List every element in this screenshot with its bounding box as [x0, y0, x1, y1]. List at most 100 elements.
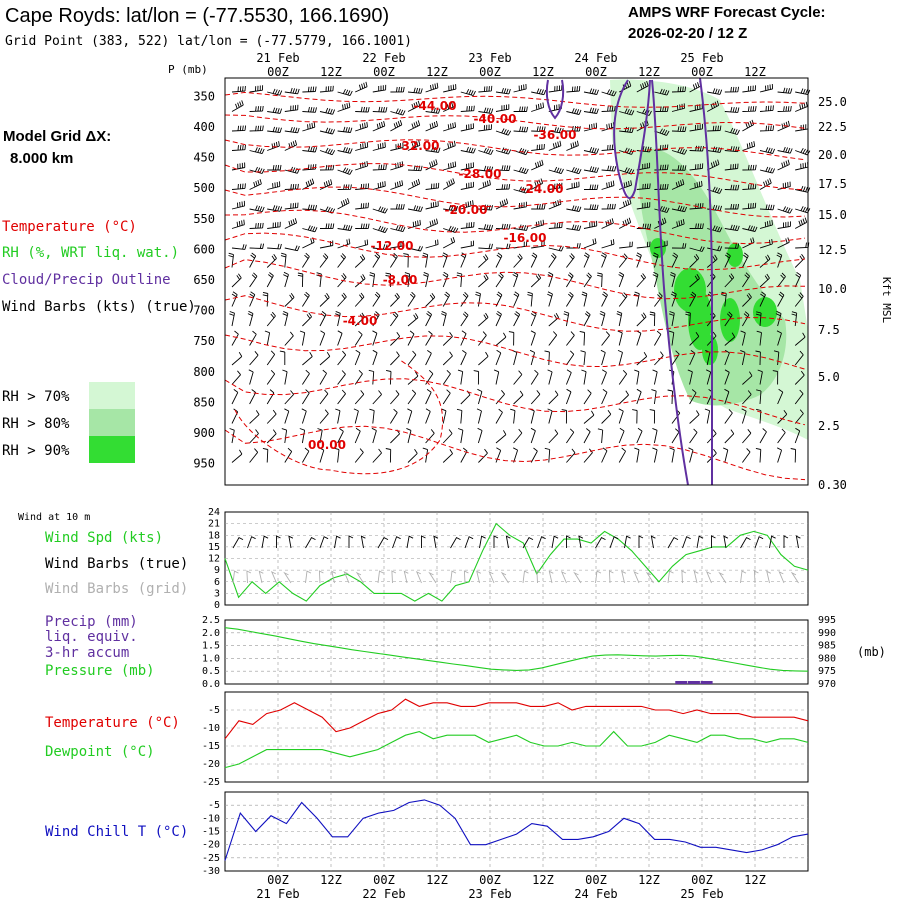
wind-barb-true [392, 536, 401, 549]
wind-barb [530, 427, 536, 444]
wind-barb [527, 291, 533, 307]
wind-barb [319, 351, 331, 366]
panel-tick-label: 15 [208, 542, 220, 553]
panel-tick-label: 0 [214, 600, 220, 611]
bottom-hour-label: 00Z [585, 873, 607, 887]
wind-barb [443, 84, 457, 93]
wind-barb [231, 370, 241, 385]
wind-barb-true [360, 535, 366, 549]
wind-barb [548, 140, 562, 151]
wind-barb [566, 108, 582, 115]
wind-barb [407, 178, 421, 190]
wind-barb [601, 89, 617, 97]
wind-barb-true [377, 537, 389, 549]
panel-tick-label: 2.0 [202, 628, 220, 639]
bottom-date-label: 21 Feb [256, 887, 299, 900]
wind-barb [618, 427, 625, 444]
wind-barb [669, 447, 675, 463]
wind-barb [548, 182, 563, 190]
pressure-tick-label: 800 [193, 365, 215, 379]
wind-barb [794, 389, 804, 405]
wind-barb [478, 124, 492, 132]
wind-barb [561, 409, 568, 424]
wind-barb-true [795, 535, 801, 549]
wind-barb-true [505, 535, 511, 549]
wind-barb [249, 351, 259, 366]
wind-barb [407, 330, 415, 346]
wind-barb [685, 311, 691, 327]
temperature-contour [224, 295, 806, 332]
wind-barb [443, 122, 457, 132]
temperature-contour [224, 186, 806, 218]
wind-barb [495, 147, 512, 155]
wind-barb [689, 254, 700, 268]
panel-tick-label: -15 [202, 827, 220, 838]
wind-barb [689, 123, 703, 132]
wind-barb [478, 85, 493, 93]
wind-barb [616, 310, 623, 327]
wind-barb [231, 125, 247, 132]
wind-barb [495, 349, 502, 366]
wind-barb [795, 185, 811, 193]
wind-barb [600, 349, 606, 366]
wind-barb-grid [740, 570, 747, 584]
temperature-contour [224, 209, 806, 245]
wind-barb [724, 369, 730, 385]
wind-barb [266, 311, 276, 327]
wind-barb [513, 253, 523, 268]
wind-barb [442, 351, 453, 366]
wind-barb [354, 330, 363, 346]
temperature-contour-label: -36.00 [534, 128, 577, 142]
wind-barb [302, 164, 317, 171]
wind-barb-grid [450, 570, 457, 584]
wind-barb-grid [428, 571, 437, 584]
wind-barb [636, 388, 642, 405]
wind-barb [386, 369, 392, 385]
wind-barb [636, 162, 651, 171]
wind-barb [566, 291, 574, 307]
wind-barb [513, 126, 529, 133]
temperature-contour-label: -44.00 [414, 99, 457, 113]
wind-barb [283, 271, 289, 288]
wind-barb-grid [488, 570, 495, 584]
wind-barb [704, 408, 711, 424]
wind-barb [390, 408, 398, 424]
wind-barb-true [578, 535, 584, 549]
wind-barb [319, 85, 334, 93]
panel-tick-label: 12 [208, 554, 220, 565]
wind-barb [671, 205, 688, 213]
kft-tick-label: 25.0 [818, 95, 847, 109]
wind-barb [668, 330, 675, 346]
wind-barb [724, 86, 740, 93]
wind-barb [302, 106, 317, 113]
wind-barb [334, 447, 340, 463]
wind-barb [618, 369, 628, 385]
wind-barb [791, 311, 798, 327]
wind-barb [457, 369, 464, 385]
wind-barb [794, 350, 804, 366]
wind-barb [583, 272, 592, 288]
wind-barb-grid [536, 570, 542, 584]
pressure-tick-label: 950 [193, 457, 215, 471]
wind-barbs-true-label: Wind Barbs (true) [45, 556, 188, 572]
bottom-hour-label: 12Z [638, 873, 660, 887]
wind-barb [669, 311, 675, 327]
wind-barb [671, 86, 687, 93]
wind-barb [231, 219, 245, 229]
top-date-label: 24 Feb [574, 51, 617, 65]
panel-frame [224, 691, 809, 783]
wind-barb [457, 428, 464, 444]
wind-barb [777, 87, 793, 94]
wind-barb [795, 147, 811, 156]
wind-barb [755, 350, 761, 366]
wind-barb [319, 107, 336, 115]
wind-barb [302, 389, 310, 405]
wind-barb-grid [778, 570, 785, 584]
wind-barb [249, 147, 265, 155]
wind-barb [425, 201, 439, 210]
wind-barb [740, 330, 746, 346]
wind-barb [369, 408, 375, 424]
wind-barb [460, 181, 474, 190]
wind-barb [407, 100, 421, 112]
wind-barb [279, 350, 286, 365]
